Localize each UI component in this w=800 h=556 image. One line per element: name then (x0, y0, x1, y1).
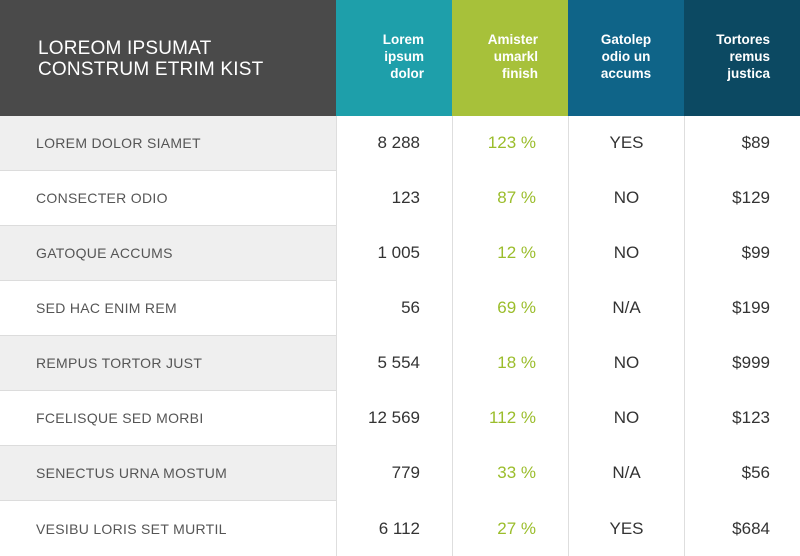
cell-status: N/A (568, 280, 684, 336)
cell-value-1: 6 112 (336, 501, 452, 556)
cell-price: $999 (684, 335, 800, 391)
cell-value-1: 779 (336, 445, 452, 501)
row-label: REMPUS TORTOR JUST (36, 355, 203, 371)
table-title: LOREOM IPSUMAT CONSTRUM ETRIM KIST (0, 0, 336, 116)
cell-status: YES (568, 501, 684, 556)
column-header-2-label: Amister umarkl finish (487, 32, 538, 81)
table-row: LOREM DOLOR SIAMET 8 288 123 % YES $89 (0, 115, 800, 171)
row-label: GATOQUE ACCUMS (36, 245, 173, 261)
cell-status: NO (568, 390, 684, 446)
cell-percent: 12 % (452, 225, 568, 281)
cell-price: $123 (684, 390, 800, 446)
row-label: VESIBU LORIS SET MURTIL (36, 520, 227, 537)
row-label: SENECTUS URNA MOSTUM (36, 465, 228, 481)
table-row: SENECTUS URNA MOSTUM 779 33 % N/A $56 (0, 445, 800, 501)
cell-percent: 87 % (452, 170, 568, 226)
table-body: LOREM DOLOR SIAMET 8 288 123 % YES $89 C… (0, 115, 800, 556)
cell-value-1: 12 569 (336, 390, 452, 446)
cell-price: $56 (684, 445, 800, 501)
cell-price: $199 (684, 280, 800, 336)
cell-value-1: 56 (336, 280, 452, 336)
cell-status: NO (568, 170, 684, 226)
table-row: SED HAC ENIM REM 56 69 % N/A $199 (0, 280, 800, 336)
row-label: FCELISQUE SED MORBI (36, 410, 204, 426)
cell-status: N/A (568, 445, 684, 501)
row-label: SED HAC ENIM REM (36, 300, 177, 316)
column-header-3-label: Gatolep odio un accums (600, 32, 652, 81)
cell-percent: 18 % (452, 335, 568, 391)
cell-price: $684 (684, 501, 800, 556)
table-row: CONSECTER ODIO 123 87 % NO $129 (0, 170, 800, 226)
column-header-2: Amister umarkl finish (452, 0, 568, 116)
column-header-1: Lorem ipsum dolor (336, 0, 452, 116)
table-row: FCELISQUE SED MORBI 12 569 112 % NO $123 (0, 390, 800, 446)
table-row: GATOQUE ACCUMS 1 005 12 % NO $99 (0, 225, 800, 281)
row-label: CONSECTER ODIO (36, 190, 168, 206)
cell-status: NO (568, 335, 684, 391)
cell-percent: 69 % (452, 280, 568, 336)
cell-price: $129 (684, 170, 800, 226)
column-header-3: Gatolep odio un accums (568, 0, 684, 116)
title-line-1: LOREOM IPSUMAT (38, 38, 212, 59)
cell-percent: 27 % (452, 501, 568, 556)
cell-percent: 112 % (452, 390, 568, 446)
table-header: LOREOM IPSUMAT CONSTRUM ETRIM KIST Lorem… (0, 0, 800, 116)
column-header-4: Tortores remus justica (684, 0, 800, 116)
cell-status: YES (568, 115, 684, 171)
cell-status: NO (568, 225, 684, 281)
cell-price: $99 (684, 225, 800, 281)
cell-percent: 33 % (452, 445, 568, 501)
column-header-4-label: Tortores remus justica (716, 32, 770, 81)
table-row: VESIBU LORIS SET MURTIL 6 112 27 % YES $… (0, 501, 800, 556)
title-line-2: CONSTRUM ETRIM KIST (38, 59, 264, 80)
cell-value-1: 8 288 (336, 115, 452, 171)
table-row: REMPUS TORTOR JUST 5 554 18 % NO $999 (0, 335, 800, 391)
column-header-1-label: Lorem ipsum dolor (382, 32, 424, 81)
cell-value-1: 123 (336, 170, 452, 226)
cell-value-1: 1 005 (336, 225, 452, 281)
row-label: LOREM DOLOR SIAMET (36, 135, 201, 151)
cell-percent: 123 % (452, 115, 568, 171)
cell-value-1: 5 554 (336, 335, 452, 391)
cell-price: $89 (684, 115, 800, 171)
